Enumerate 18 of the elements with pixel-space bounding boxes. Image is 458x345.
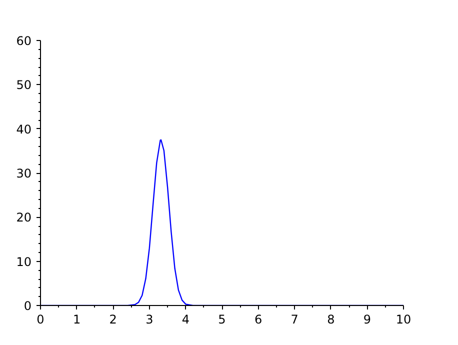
x-tick-label: 7 — [290, 312, 298, 326]
x-tick-label: 8 — [327, 312, 335, 326]
y-tick-label: 40 — [16, 122, 32, 136]
x-tick-label: 9 — [363, 312, 372, 326]
x-tick-label: 2 — [109, 312, 117, 326]
y-tick-label: 0 — [24, 299, 32, 313]
x-tick-label: 1 — [72, 312, 81, 326]
x-tick-label: 6 — [254, 312, 262, 326]
y-tick-label: 50 — [16, 78, 32, 92]
x-tick-label: 5 — [218, 312, 226, 326]
x-tick-label: 4 — [182, 312, 190, 326]
y-tick-label: 10 — [16, 254, 32, 269]
x-tick-label: 3 — [146, 312, 154, 326]
y-tick-label: 60 — [16, 34, 32, 48]
y-tick-label: 30 — [16, 166, 32, 180]
x-tick-label: 10 — [396, 312, 412, 326]
x-tick-label: 0 — [36, 312, 44, 326]
y-tick-label: 20 — [16, 210, 32, 225]
